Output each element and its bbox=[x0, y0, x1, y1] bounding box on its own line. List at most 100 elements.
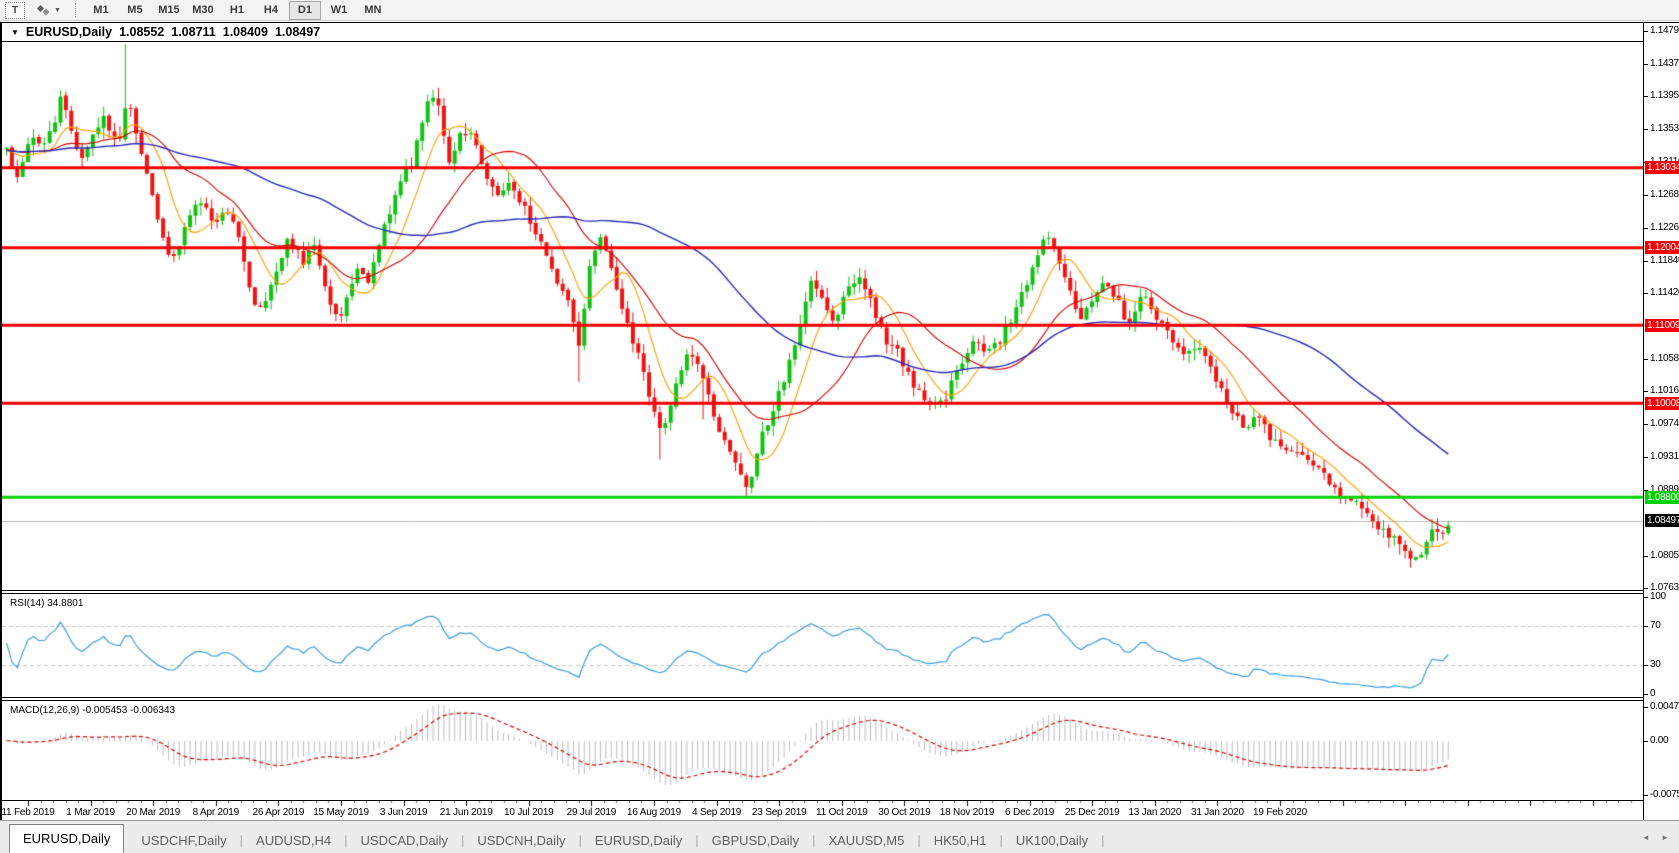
macd-axis-tick: 0.004738 bbox=[1644, 701, 1679, 712]
tab-separator: | bbox=[578, 833, 582, 848]
chart-tab-usdcnh-4[interactable]: USDCNH,Daily bbox=[477, 833, 566, 848]
time-axis-ticks-canvas bbox=[2, 801, 1643, 820]
objects-dropdown-button[interactable]: ▼ bbox=[33, 2, 64, 19]
timeframe-button-m30[interactable]: M30 bbox=[192, 4, 214, 16]
ohlc-open: 1.08552 bbox=[119, 25, 165, 39]
rsi-axis-tick: 70 bbox=[1644, 620, 1661, 632]
date-label: 26 Apr 2019 bbox=[252, 807, 305, 818]
chart-tab-eurusd-0[interactable]: EURUSD,Daily bbox=[9, 824, 125, 853]
ohlc-high: 1.08711 bbox=[171, 25, 216, 39]
chevron-down-icon: ▼ bbox=[54, 6, 61, 14]
tab-scroll-right-icon[interactable]: ► bbox=[1661, 833, 1669, 842]
timeframe-button-mn[interactable]: MN bbox=[364, 4, 382, 16]
chart-title-bar[interactable]: ▼ EURUSD,Daily 1.08552 1.08711 1.08409 1… bbox=[2, 23, 1643, 42]
date-label: 29 Jul 2019 bbox=[566, 807, 617, 818]
timeframe-button-h1[interactable]: H1 bbox=[229, 4, 244, 16]
price-axis-tick: 1.14790 bbox=[1644, 25, 1679, 36]
tab-separator: | bbox=[460, 833, 465, 848]
text-tool-icon: T bbox=[11, 4, 19, 16]
tab-separator: | bbox=[239, 833, 244, 848]
price-line-label: 1.08800 bbox=[1645, 490, 1679, 504]
macd-label: MACD(12,26,9) -0.005453 -0.006343 bbox=[10, 705, 176, 716]
price-axis-tick: 1.13950 bbox=[1644, 90, 1679, 101]
price-axis-tick: 1.09740 bbox=[1644, 418, 1679, 429]
macd-canvas[interactable] bbox=[2, 701, 1643, 800]
rsi-axis-tick: 30 bbox=[1644, 658, 1661, 670]
price-chart-canvas[interactable] bbox=[2, 42, 1643, 590]
tab-separator: | bbox=[812, 833, 816, 848]
date-label: 8 Apr 2019 bbox=[192, 807, 240, 818]
ohlc-close: 1.08497 bbox=[274, 25, 321, 39]
chart-tabs: EURUSD,Daily USDCHF,Daily | AUDUSD,H4 | USDCA… bbox=[0, 821, 1105, 853]
date-label: 6 Dec 2019 bbox=[1005, 807, 1055, 818]
tab-separator: | bbox=[695, 833, 699, 848]
date-label: 11 Oct 2019 bbox=[816, 807, 868, 818]
price-axis-column[interactable]: 1.147901.143701.139501.135301.131101.126… bbox=[1643, 23, 1679, 821]
timeframe-button-w1[interactable]: W1 bbox=[330, 4, 348, 16]
date-label: 18 Nov 2019 bbox=[939, 807, 995, 818]
rsi-canvas[interactable] bbox=[2, 594, 1643, 697]
rsi-axis-tick: 0 bbox=[1644, 688, 1656, 699]
price-axis-tick: 1.07630 bbox=[1644, 582, 1679, 593]
price-axis-tick: 1.14370 bbox=[1644, 58, 1679, 69]
timeframe-button-m5[interactable]: M5 bbox=[127, 4, 143, 16]
date-label: 25 Dec 2019 bbox=[1064, 807, 1120, 818]
tab-separator: | bbox=[344, 833, 348, 848]
timeframe-button-h4[interactable]: H4 bbox=[263, 4, 278, 16]
rsi-axis-tick: 100 bbox=[1644, 591, 1666, 602]
chart-tab-bar: EURUSD,Daily USDCHF,Daily | AUDUSD,H4 | USDCA… bbox=[0, 820, 1679, 853]
timeframe-button-m15[interactable]: M15 bbox=[158, 4, 180, 16]
toolbar-separator bbox=[74, 3, 77, 17]
price-line-label: 1.10008 bbox=[1645, 396, 1679, 410]
time-axis[interactable]: 11 Feb 2019 1 Mar 2019 20 Mar 2019 8 Apr 20… bbox=[2, 801, 1643, 821]
rsi-panel: RSI(14) 34.8801 bbox=[2, 593, 1643, 698]
price-line-label: 1.13034 bbox=[1645, 161, 1679, 175]
date-label: 11 Feb 2019 bbox=[2, 807, 55, 818]
date-label: 3 Jun 2019 bbox=[379, 807, 428, 818]
tab-scroll-left-icon[interactable]: ◄ bbox=[1641, 833, 1650, 842]
current-price-label: 1.08497 bbox=[1645, 514, 1679, 528]
text-tool-button[interactable]: T bbox=[5, 1, 25, 19]
price-axis-tick: 1.10160 bbox=[1644, 385, 1679, 396]
date-label: 13 Jan 2020 bbox=[1128, 807, 1182, 818]
price-line-label: 1.11009 bbox=[1645, 318, 1679, 332]
price-axis-tick: 1.13530 bbox=[1644, 123, 1679, 134]
ohlc-low: 1.08409 bbox=[222, 25, 268, 39]
date-label: 19 Feb 2020 bbox=[1253, 807, 1307, 818]
date-label: 4 Sep 2019 bbox=[692, 807, 742, 818]
price-axis-tick: 1.09310 bbox=[1644, 451, 1679, 462]
chart-tab-usdchf-1[interactable]: USDCHF,Daily bbox=[141, 833, 227, 848]
price-line-label: 1.12004 bbox=[1645, 241, 1679, 255]
chart-window: ▼ EURUSD,Daily 1.08552 1.08711 1.08409 1… bbox=[0, 22, 1679, 821]
chart-tab-hk50-8[interactable]: HK50,H1 bbox=[933, 833, 987, 848]
date-label: 31 Jan 2020 bbox=[1190, 807, 1244, 818]
chart-tab-gbpusd-6[interactable]: GBPUSD,Daily bbox=[711, 833, 800, 848]
timeframe-button-m1[interactable]: M1 bbox=[93, 4, 109, 16]
tab-separator: | bbox=[1101, 833, 1105, 848]
rsi-label: RSI(14) 34.8801 bbox=[10, 598, 84, 609]
date-label: 20 Mar 2019 bbox=[126, 807, 181, 818]
macd-axis-tick: -0.007588 bbox=[1644, 789, 1679, 800]
date-label: 23 Sep 2019 bbox=[751, 807, 807, 818]
diamonds-icon bbox=[37, 5, 50, 16]
chart-tab-uk100-9[interactable]: UK100,Daily bbox=[1015, 833, 1089, 848]
date-label: 10 Jul 2019 bbox=[504, 807, 554, 818]
chart-tab-eurusd-5[interactable]: EURUSD,Daily bbox=[594, 833, 683, 848]
timeframe-button-d1[interactable]: D1 bbox=[288, 0, 321, 20]
date-label: 16 Aug 2019 bbox=[627, 807, 681, 818]
macd-panel: MACD(12,26,9) -0.005453 -0.006343 bbox=[2, 700, 1643, 801]
price-axis-tick: 1.08050 bbox=[1644, 550, 1679, 561]
timeframe-button-group: M1 M5 M15 M30 H1 H4 D1 W1 MN bbox=[84, 0, 390, 20]
date-label: 1 Mar 2019 bbox=[66, 807, 115, 818]
date-label: 21 Jun 2019 bbox=[439, 807, 493, 818]
price-axis-tick: 1.11840 bbox=[1644, 255, 1679, 266]
price-axis-tick: 1.12680 bbox=[1644, 189, 1679, 200]
chart-tab-usdcad-3[interactable]: USDCAD,Daily bbox=[360, 833, 448, 848]
tab-separator: | bbox=[917, 833, 921, 848]
chart-tab-xauusd-7[interactable]: XAUUSD,M5 bbox=[828, 833, 905, 848]
tab-scroll-controls: ◄ ► bbox=[1633, 833, 1669, 842]
collapse-triangle-icon: ▼ bbox=[11, 27, 19, 37]
chart-tab-audusd-2[interactable]: AUDUSD,H4 bbox=[256, 833, 332, 848]
price-axis-tick: 1.11420 bbox=[1644, 287, 1679, 298]
date-label: 30 Oct 2019 bbox=[878, 807, 931, 818]
